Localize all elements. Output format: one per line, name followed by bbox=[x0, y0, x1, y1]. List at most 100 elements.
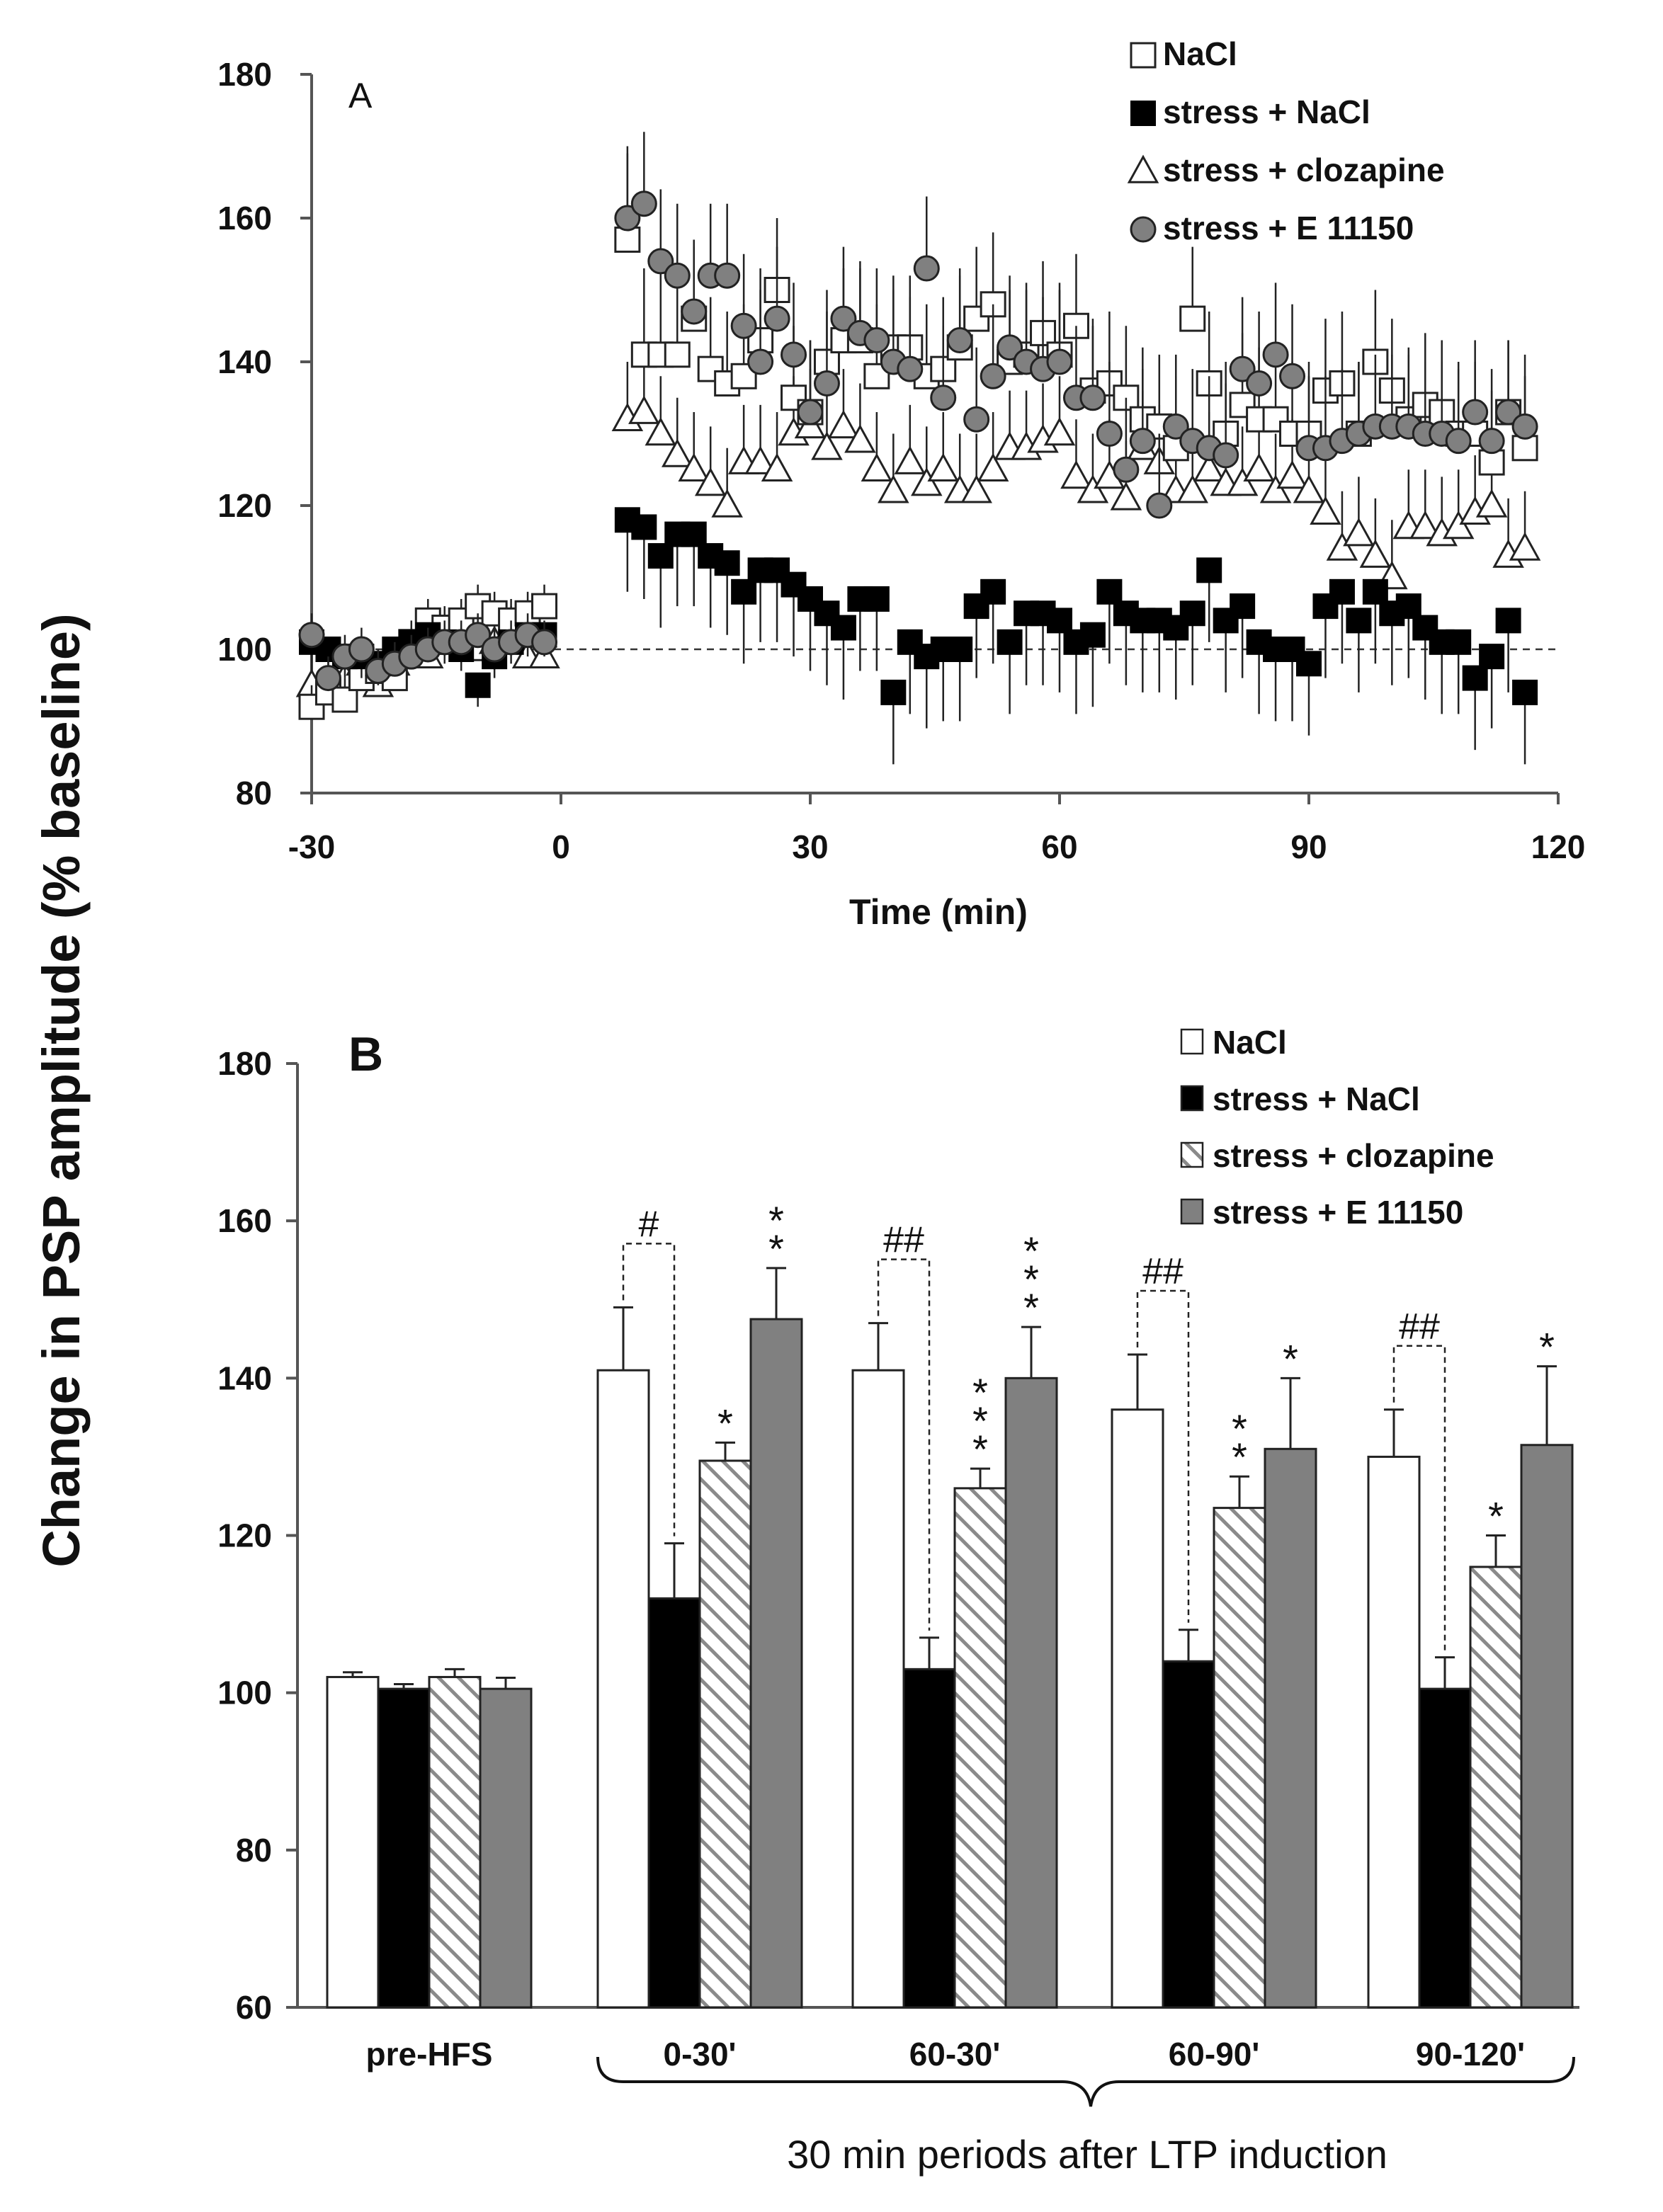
data-point bbox=[863, 363, 890, 389]
data-point bbox=[645, 416, 677, 446]
data-point bbox=[963, 406, 990, 433]
data-point bbox=[664, 262, 691, 289]
data-point bbox=[314, 665, 341, 692]
data-point bbox=[1243, 452, 1275, 482]
data-point bbox=[1326, 532, 1358, 561]
bar-group: 60-90' bbox=[1111, 1353, 1317, 2073]
series-2-points bbox=[295, 354, 1541, 705]
panel-b-bar-chart: B 60 80 100 120 140 160 180 pre-HFS 0-30' 60-30'… bbox=[217, 1024, 1579, 2177]
data-point bbox=[1310, 496, 1341, 525]
data-point bbox=[731, 578, 757, 605]
panel-b-y-tick-label: 60 bbox=[236, 1989, 272, 2026]
data-point bbox=[960, 474, 992, 503]
data-point bbox=[1446, 629, 1472, 655]
data-point bbox=[913, 255, 940, 282]
panel-b-bars: pre-HFS 0-30' 60-30' 60-90' 90-120' bbox=[326, 1267, 1574, 2073]
data-point bbox=[744, 445, 776, 474]
data-point bbox=[298, 622, 325, 649]
data-point bbox=[1047, 608, 1072, 634]
significance-star: * bbox=[1488, 1494, 1504, 1539]
data-point bbox=[1262, 341, 1289, 368]
data-point bbox=[1179, 305, 1206, 332]
panel-b-annotations: ***#******##***##**## bbox=[622, 1198, 1555, 1651]
significance-star: * bbox=[972, 1370, 988, 1415]
significance-star: * bbox=[972, 1427, 988, 1471]
data-point bbox=[1495, 608, 1521, 634]
panel-a-y-tick-label: 140 bbox=[217, 343, 272, 380]
panel-a-data-points bbox=[295, 132, 1541, 765]
data-point bbox=[1479, 644, 1505, 670]
data-point bbox=[947, 637, 973, 662]
panel-b-y-tick-label: 80 bbox=[236, 1832, 272, 1869]
data-point bbox=[631, 514, 657, 540]
comparison-bracket bbox=[877, 1258, 931, 1631]
bar-group: 0-30' bbox=[596, 1267, 803, 2073]
significance-hash: ## bbox=[883, 1220, 924, 1261]
data-point bbox=[1113, 456, 1140, 483]
data-point bbox=[1129, 428, 1156, 455]
significance-star: * bbox=[1023, 1285, 1039, 1330]
bar bbox=[698, 1459, 752, 2009]
data-point bbox=[880, 679, 907, 705]
legend-swatch bbox=[1180, 1141, 1204, 1168]
data-point bbox=[1279, 637, 1305, 662]
bar bbox=[647, 1597, 701, 2009]
panel-a-x-tick-label: -30 bbox=[288, 828, 335, 865]
data-point bbox=[830, 305, 857, 332]
data-point bbox=[614, 226, 641, 253]
data-point bbox=[647, 543, 674, 569]
panel-b-y-tick-label: 120 bbox=[217, 1517, 272, 1554]
data-point bbox=[747, 348, 774, 375]
y-axis-label: Change in PSP amplitude (% baseline) bbox=[32, 613, 91, 1567]
data-point bbox=[681, 298, 708, 325]
panel-a-y-tick-label: 120 bbox=[217, 487, 272, 524]
data-point bbox=[863, 327, 890, 354]
panel-a-x-axis-label: Time (min) bbox=[849, 892, 1028, 932]
bar bbox=[902, 1667, 956, 2009]
bar-group: 90-120' bbox=[1367, 1365, 1574, 2073]
comparison-bracket bbox=[1136, 1289, 1190, 1623]
bar bbox=[1418, 1687, 1472, 2009]
data-point bbox=[714, 262, 741, 289]
panel-a-x-tick-label: 120 bbox=[1531, 828, 1586, 865]
significance-hash: ## bbox=[1142, 1251, 1184, 1292]
data-point bbox=[1110, 481, 1142, 511]
bar bbox=[428, 1675, 482, 2009]
data-point bbox=[1193, 452, 1225, 482]
bar bbox=[851, 1369, 905, 2009]
data-point bbox=[730, 312, 757, 339]
data-point bbox=[1343, 518, 1375, 547]
data-point bbox=[694, 467, 727, 496]
panel-a-x-tick-label: 60 bbox=[1041, 828, 1077, 865]
data-point bbox=[761, 452, 793, 482]
data-point bbox=[714, 550, 740, 576]
bar bbox=[1213, 1507, 1266, 2009]
panel-a-label: A bbox=[348, 76, 373, 115]
data-point bbox=[711, 489, 743, 518]
bar bbox=[479, 1687, 533, 2009]
data-point bbox=[861, 452, 893, 482]
significance-star: * bbox=[1283, 1336, 1298, 1381]
significance-star: * bbox=[1023, 1228, 1039, 1273]
data-point bbox=[1096, 578, 1123, 605]
panel-a-y-tick-label: 180 bbox=[217, 56, 272, 93]
bar bbox=[953, 1487, 1007, 2009]
bar bbox=[326, 1675, 380, 2009]
panel-b-y-tick-label: 100 bbox=[217, 1675, 272, 1711]
data-point bbox=[1276, 460, 1308, 489]
legend-label: stress + clozapine bbox=[1163, 152, 1445, 188]
significance-star: * bbox=[1232, 1435, 1247, 1479]
significance-star: * bbox=[1232, 1406, 1247, 1451]
legend-label: stress + NaCl bbox=[1163, 93, 1370, 130]
data-point bbox=[830, 615, 856, 641]
data-point bbox=[630, 190, 657, 217]
data-point bbox=[1293, 474, 1325, 503]
data-point bbox=[1179, 600, 1205, 627]
data-point bbox=[1060, 460, 1092, 489]
data-point bbox=[1462, 399, 1489, 426]
data-point bbox=[1296, 651, 1322, 677]
data-point bbox=[946, 327, 973, 354]
data-point bbox=[1346, 608, 1372, 634]
data-point bbox=[348, 636, 375, 663]
data-point bbox=[331, 686, 358, 713]
